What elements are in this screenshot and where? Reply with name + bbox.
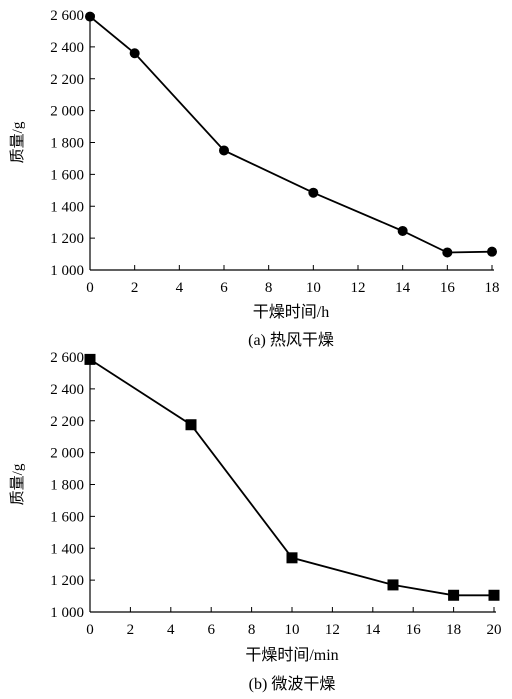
y-tick-label: 1 000 <box>50 263 84 279</box>
y-axis-label: 质量/g <box>9 463 26 505</box>
x-tick-label: 16 <box>406 622 422 638</box>
x-tick-label: 2 <box>131 280 139 296</box>
y-tick-label: 2 400 <box>50 382 84 398</box>
data-point <box>84 353 96 365</box>
y-tick-label: 1 200 <box>50 231 84 247</box>
y-tick-label: 1 600 <box>50 509 84 525</box>
y-tick-label: 2 400 <box>50 40 84 56</box>
y-tick-label: 2 200 <box>50 414 84 430</box>
x-tick-label: 8 <box>248 622 256 638</box>
x-tick-label: 18 <box>485 280 500 296</box>
data-point <box>308 187 319 198</box>
series-line <box>89 358 494 597</box>
series-line <box>89 15 493 254</box>
x-tick-label: 10 <box>285 622 300 638</box>
y-axis-label: 质量/g <box>9 121 26 163</box>
x-tick-label: 16 <box>440 280 456 296</box>
x-axis-label: 干燥时间/min <box>245 646 338 664</box>
data-point <box>397 225 408 236</box>
x-tick-label: 12 <box>351 280 366 296</box>
data-point <box>448 589 460 601</box>
x-tick-label: 20 <box>487 622 502 638</box>
x-tick-label: 18 <box>446 622 461 638</box>
data-point <box>442 247 453 258</box>
x-tick-label: 6 <box>220 280 228 296</box>
y-tick-label: 2 000 <box>50 104 84 120</box>
chart-hot-air-drying: 1 000 1 200 1 400 1 600 1 800 2 000 2 200 2 400… <box>9 8 500 349</box>
data-point <box>85 11 95 22</box>
x-tick-label: 2 <box>127 622 135 638</box>
y-tick-label: 1 600 <box>50 167 84 183</box>
chart-caption: (a) 热风干燥 <box>248 331 334 349</box>
y-tick-label: 1 000 <box>50 605 84 621</box>
x-tick-label: 10 <box>306 280 321 296</box>
x-tick-label: 6 <box>207 622 215 638</box>
data-point <box>185 419 197 431</box>
data-point <box>387 579 399 591</box>
y-tick-label: 2 600 <box>50 8 84 24</box>
chart-caption: (b) 微波干燥 <box>249 675 336 693</box>
x-tick-label: 14 <box>395 280 411 296</box>
x-tick-label: 0 <box>86 622 94 638</box>
x-tick-label: 4 <box>176 280 184 296</box>
x-tick-label: 12 <box>325 622 340 638</box>
x-tick-label: 14 <box>365 622 381 638</box>
x-tick-label: 8 <box>265 280 273 296</box>
y-tick-label: 2 200 <box>50 72 84 88</box>
data-point <box>488 589 500 601</box>
y-tick-label: 1 400 <box>50 199 84 215</box>
y-tick-label: 2 000 <box>50 446 84 462</box>
data-point <box>129 48 140 59</box>
data-point <box>487 246 497 257</box>
y-tick-label: 1 800 <box>50 478 84 494</box>
x-tick-label: 0 <box>86 280 94 296</box>
data-point <box>219 145 229 156</box>
y-tick-label: 1 200 <box>50 573 84 589</box>
data-point <box>286 552 298 564</box>
x-axis-label: 干燥时间/h <box>253 303 329 321</box>
y-tick-label: 1 400 <box>50 541 84 557</box>
x-tick-label: 4 <box>167 622 175 638</box>
y-tick-label: 1 800 <box>50 136 84 152</box>
y-tick-label: 2 600 <box>50 350 84 366</box>
